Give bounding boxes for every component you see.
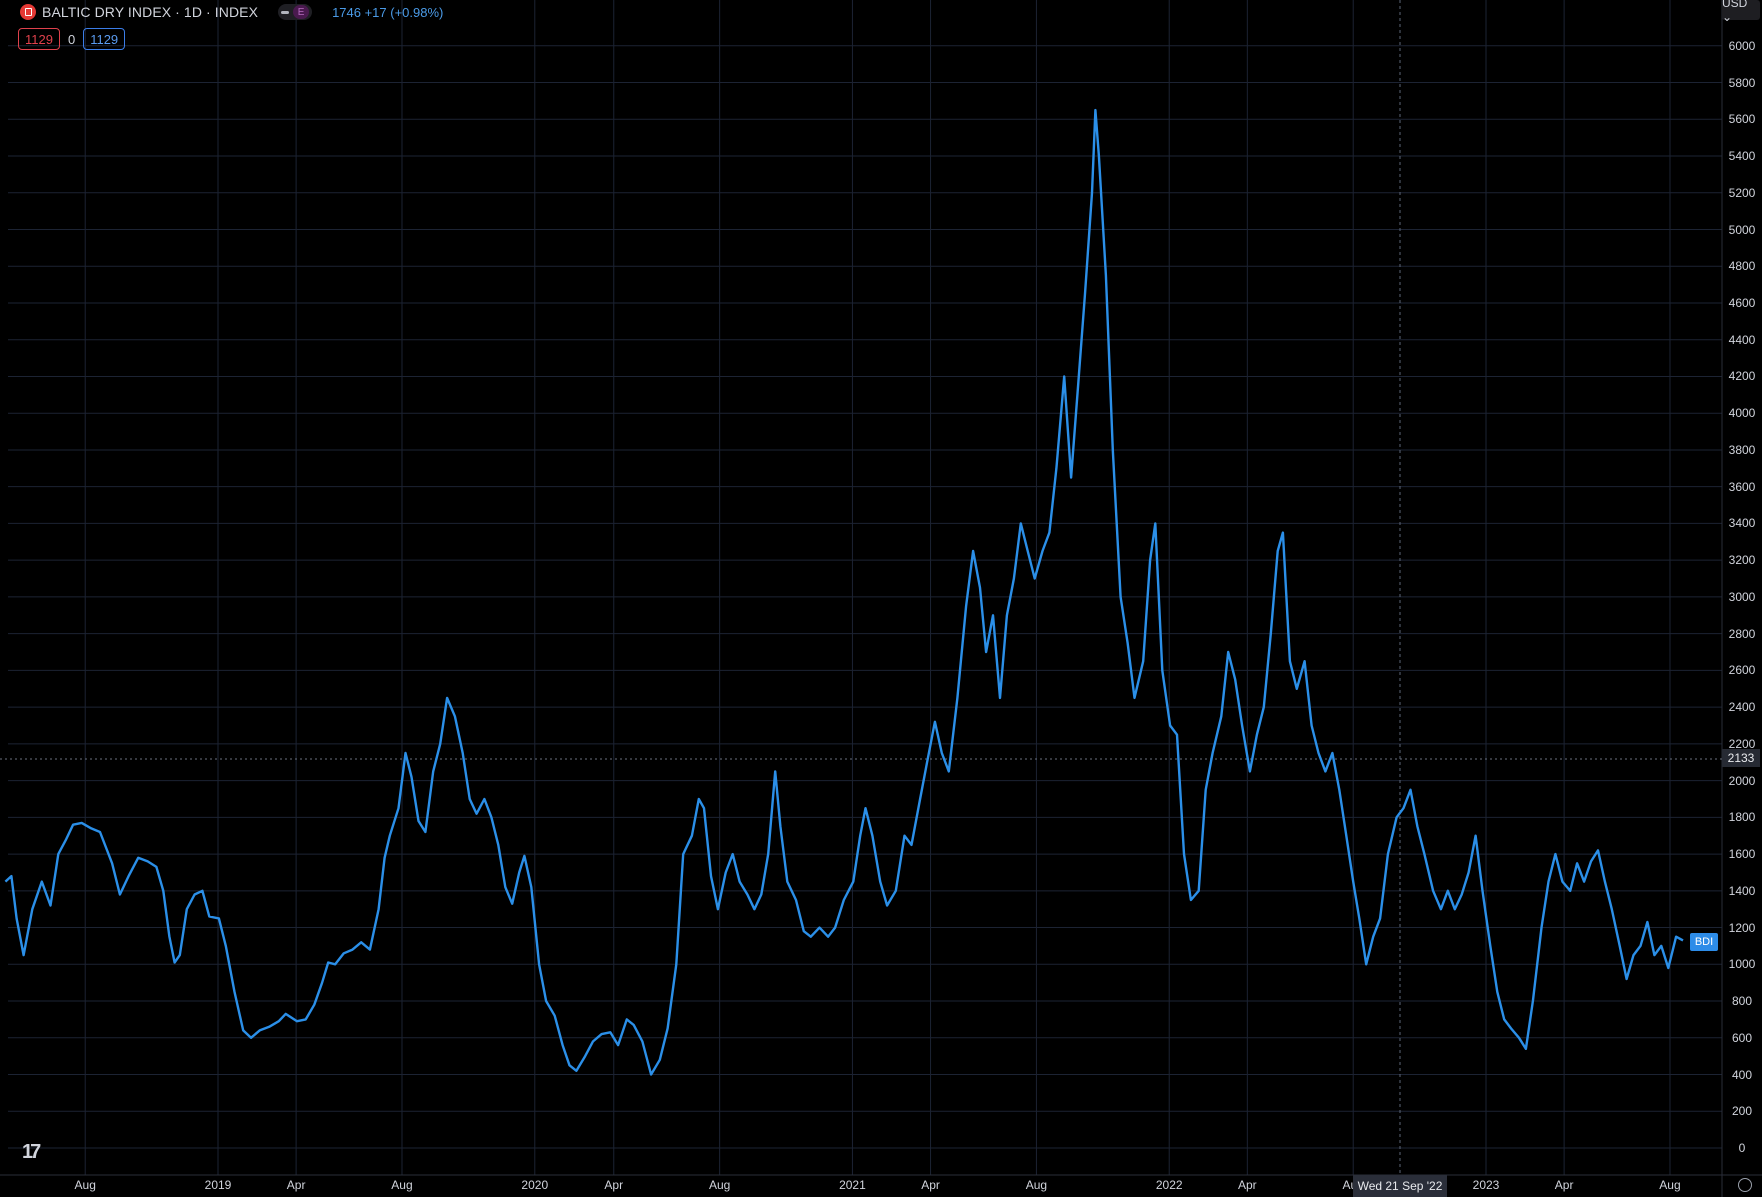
x-tick-label: 2019 <box>204 1178 232 1192</box>
y-tick-label: 200 <box>1731 1104 1753 1119</box>
x-tick-label: 2023 <box>1472 1178 1500 1192</box>
crosshair-date-label: Wed 21 Sep '22 <box>1353 1175 1447 1197</box>
y-tick-label: 2400 <box>1728 700 1756 715</box>
y-tick-label: 4600 <box>1728 295 1756 310</box>
y-tick-label: 1600 <box>1728 847 1756 862</box>
spread-value: 0 <box>67 31 76 47</box>
exchange-badge: E <box>293 5 310 19</box>
y-tick-label: 1000 <box>1728 957 1756 972</box>
y-tick-label: 2000 <box>1728 773 1756 788</box>
y-tick-label: 4400 <box>1728 332 1756 347</box>
y-tick-label: 3200 <box>1728 553 1756 568</box>
x-tick-label: 2020 <box>521 1178 549 1192</box>
minus-icon <box>281 10 290 14</box>
buy-value[interactable]: 1129 <box>83 28 126 50</box>
y-tick-label: 0 <box>1738 1141 1746 1155</box>
y-tick-label: 3800 <box>1728 442 1756 457</box>
y-tick-label: 4200 <box>1728 369 1756 384</box>
y-tick-label: 6000 <box>1728 38 1756 53</box>
y-tick-label: 5800 <box>1728 75 1756 90</box>
y-tick-label: 5600 <box>1728 112 1756 127</box>
y-tick-label: 1800 <box>1728 810 1756 825</box>
y-tick-label: 2200 <box>1728 736 1756 751</box>
x-tick-label: Aug <box>74 1178 96 1192</box>
settings-gear-icon[interactable] <box>1738 1178 1752 1192</box>
y-tick-label: 1400 <box>1728 883 1756 898</box>
last-price-tag: 2133 <box>1722 749 1760 767</box>
y-tick-label: 5000 <box>1728 222 1756 237</box>
status-pill[interactable]: E <box>278 4 313 20</box>
tradingview-logo[interactable]: 17 <box>22 1141 41 1163</box>
index-icon[interactable] <box>20 4 36 20</box>
last-quote: 1746 +17 (+0.98%) <box>332 4 444 20</box>
x-tick-label: Apr <box>1237 1178 1257 1192</box>
y-tick-label: 3400 <box>1728 516 1756 531</box>
y-tick-label: 5200 <box>1728 185 1756 200</box>
bdi-series <box>4 108 1684 1076</box>
x-tick-label: Aug <box>708 1178 731 1192</box>
y-tick-label: 4000 <box>1728 406 1756 421</box>
x-tick-label: Aug <box>1659 1178 1681 1192</box>
y-tick-label: 400 <box>1731 1067 1753 1082</box>
value-boxes: 1129 0 1129 <box>18 28 126 50</box>
x-tick-label: Aug <box>1025 1178 1048 1192</box>
symbol-title[interactable]: BALTIC DRY INDEX · 1D · INDEX <box>42 4 259 20</box>
x-tick-label: Apr <box>1554 1178 1574 1192</box>
x-tick-label: 2021 <box>839 1178 866 1192</box>
chart-legend: BALTIC DRY INDEX · 1D · INDEX E 1746 +17… <box>20 3 443 21</box>
y-tick-label: 5400 <box>1728 149 1756 164</box>
x-tick-label: Apr <box>286 1178 306 1192</box>
x-tick-label: 2022 <box>1155 1178 1183 1192</box>
bdi-line <box>4 108 1684 1076</box>
x-tick-label: Apr <box>604 1178 624 1192</box>
y-tick-label: 2600 <box>1728 663 1756 678</box>
y-tick-label: 3600 <box>1728 479 1756 494</box>
y-tick-label: 800 <box>1731 994 1753 1009</box>
currency-dropdown[interactable]: USD ⌄ <box>1722 0 1760 24</box>
x-tick-label: Apr <box>921 1178 940 1192</box>
y-tick-label: 3000 <box>1728 589 1756 604</box>
x-tick-label: Aug <box>391 1178 413 1192</box>
y-tick-label: 1200 <box>1728 920 1756 935</box>
series-tag: BDI <box>1690 933 1718 951</box>
sell-value[interactable]: 1129 <box>18 28 60 50</box>
y-tick-label: 2800 <box>1728 626 1756 641</box>
y-tick-label: 600 <box>1731 1030 1753 1045</box>
y-tick-label: 4800 <box>1728 259 1756 274</box>
